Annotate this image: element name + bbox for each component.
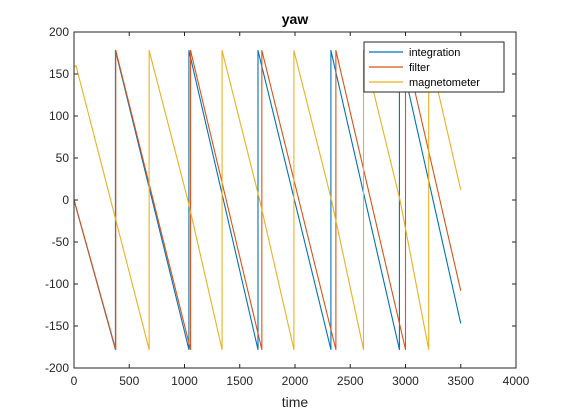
x-axis-label: time [282, 394, 309, 410]
y-tick-label: -50 [52, 235, 70, 249]
y-tick-label: -200 [45, 361, 69, 375]
y-tick-label: 100 [49, 109, 69, 123]
x-tick-label: 1500 [226, 374, 253, 388]
legend: integration filter magnetometer [363, 41, 505, 93]
y-tick-label: -100 [45, 277, 69, 291]
legend-label-magnetometer: magnetometer [409, 77, 480, 89]
x-tick-label: 0 [71, 374, 78, 388]
x-axis: 0 500 1000 1500 2000 2500 3000 3500 4000 [71, 32, 530, 388]
plot-lines [73, 49, 462, 351]
series-line-magnetometer [73, 49, 462, 351]
legend-label-filter: filter [409, 62, 430, 74]
y-tick-label: 200 [49, 25, 69, 39]
x-tick-label: 2500 [337, 374, 364, 388]
x-tick-label: 3500 [447, 374, 474, 388]
y-axis: -200 -150 -100 -50 0 50 100 150 200 [45, 25, 516, 375]
y-tick-label: 150 [49, 67, 69, 81]
chart-title: yaw [282, 11, 309, 27]
legend-label-integration: integration [409, 47, 460, 59]
y-tick-label: 50 [56, 151, 70, 165]
x-tick-label: 500 [119, 374, 139, 388]
x-tick-label: 3000 [392, 374, 419, 388]
x-tick-label: 2000 [282, 374, 309, 388]
x-tick-label: 1000 [171, 374, 198, 388]
x-tick-label: 4000 [503, 374, 530, 388]
y-tick-label: -150 [45, 319, 69, 333]
series-line-integration [73, 49, 462, 351]
series-line-filter [73, 49, 462, 351]
y-tick-label: 0 [62, 193, 69, 207]
